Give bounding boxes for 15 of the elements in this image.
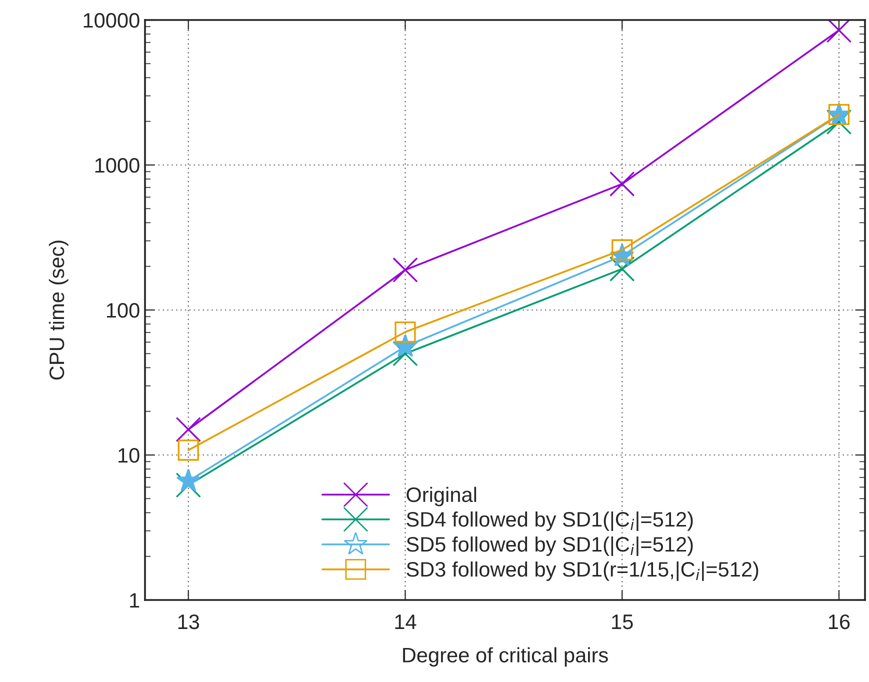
legend-label: SD4 followed by SD1(|C$_{i}$|=512) [406, 511, 693, 531]
y-tick-label: 1000 [95, 158, 140, 173]
x-axis-title: Degree of critical pairs [403, 647, 608, 667]
y-axis-title: CPU time (sec) [48, 240, 68, 380]
y-tick-label: 10000 [84, 13, 140, 28]
x-tick-label: 14 [395, 614, 416, 629]
y-tick-label: 1 [130, 593, 140, 608]
legend-label: Original [406, 486, 476, 506]
legend-label: SD3 followed by SD1(r=1/15,|C$_{i}$|=512) [406, 561, 758, 581]
legend-label: SD5 followed by SD1(|C$_{i}$|=512) [406, 536, 693, 556]
x-tick-label: 15 [612, 614, 633, 630]
y-tick-label: 100 [106, 303, 140, 318]
x-tick-label: 13 [178, 614, 200, 630]
y-tick-label: 10 [118, 448, 140, 463]
x-tick-label: 16 [828, 614, 850, 630]
